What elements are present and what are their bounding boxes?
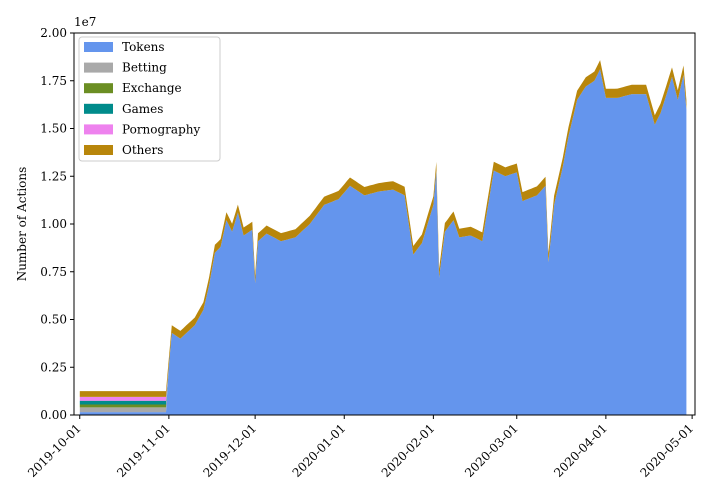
legend-swatch-others: [84, 145, 113, 155]
x-tick-label: 2020-05-01: [637, 421, 696, 480]
legend-label-tokens: Tokens: [122, 40, 165, 54]
legend-label-others: Others: [122, 143, 163, 157]
x-tick-label: 2019-10-01: [25, 421, 84, 480]
x-tick-label: 2019-12-01: [200, 421, 259, 480]
legend-box: [78, 36, 221, 162]
legend: Tokens Betting Exchange Games Pornography Oth…: [78, 36, 221, 162]
legend-label-exchange: Exchange: [122, 81, 182, 95]
y-tick-label: 0.75: [40, 265, 67, 279]
y-tick-label: 1.25: [40, 169, 67, 183]
x-tick-label: 2019-11-01: [114, 421, 173, 480]
y-tick-label: 1.75: [40, 74, 67, 88]
y-axis: 0.00 0.25 0.50 0.75 1.00 1.25 1.50 1.75 2.00: [40, 26, 74, 422]
legend-label-betting: Betting: [122, 61, 167, 75]
x-axis: 2019-10-01 2019-11-01 2019-12-01 2020-01-01…: [25, 415, 696, 480]
legend-swatch-betting: [84, 62, 113, 73]
legend-swatch-games: [84, 103, 113, 114]
y-axis-label: Number of Actions: [15, 167, 29, 282]
y-tick-label: 0.50: [40, 313, 67, 327]
y-tick-label: 1.00: [40, 217, 67, 231]
legend-swatch-pornography: [84, 124, 113, 135]
area-tokens: [79, 69, 687, 416]
x-tick-label: 2020-04-01: [551, 421, 610, 480]
legend-label-games: Games: [122, 102, 163, 116]
y-tick-label: 1.50: [40, 122, 67, 136]
area-others: [79, 60, 687, 397]
y-tick-label: 0.00: [40, 408, 67, 422]
y-tick-label: 2.00: [40, 26, 67, 40]
x-tick-label: 2020-01-01: [290, 421, 349, 480]
area-layers: [79, 60, 687, 416]
x-tick-label: 2020-03-01: [462, 421, 521, 480]
legend-swatch-tokens: [84, 42, 113, 52]
legend-label-pornography: Pornography: [122, 122, 200, 136]
y-scale-label: 1e7: [74, 15, 96, 29]
legend-swatch-exchange: [84, 83, 113, 94]
x-tick-label: 2020-02-01: [379, 421, 438, 480]
y-tick-label: 0.25: [40, 360, 67, 374]
